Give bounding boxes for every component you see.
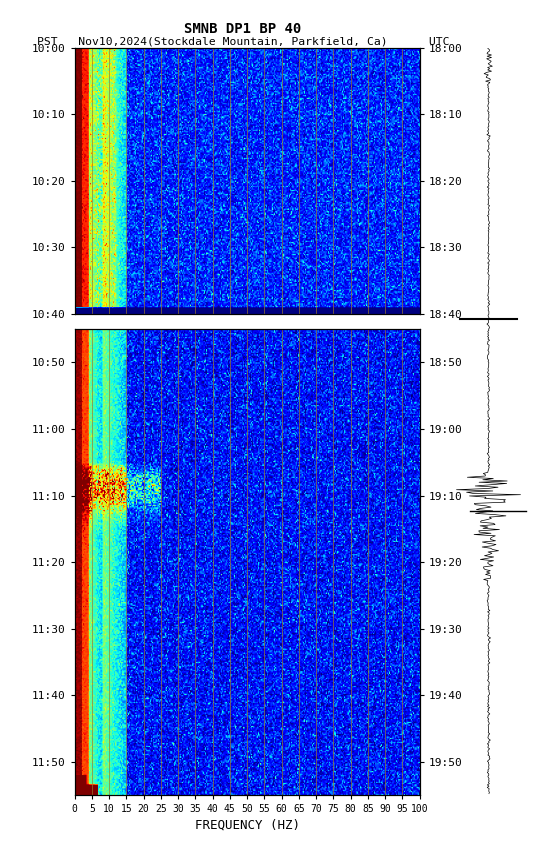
Text: SMNB DP1 BP 40: SMNB DP1 BP 40 (184, 22, 301, 35)
Text: PST   Nov10,2024(Stockdale Mountain, Parkfield, Ca)      UTC: PST Nov10,2024(Stockdale Mountain, Parkf… (36, 36, 449, 47)
X-axis label: FREQUENCY (HZ): FREQUENCY (HZ) (194, 818, 300, 831)
